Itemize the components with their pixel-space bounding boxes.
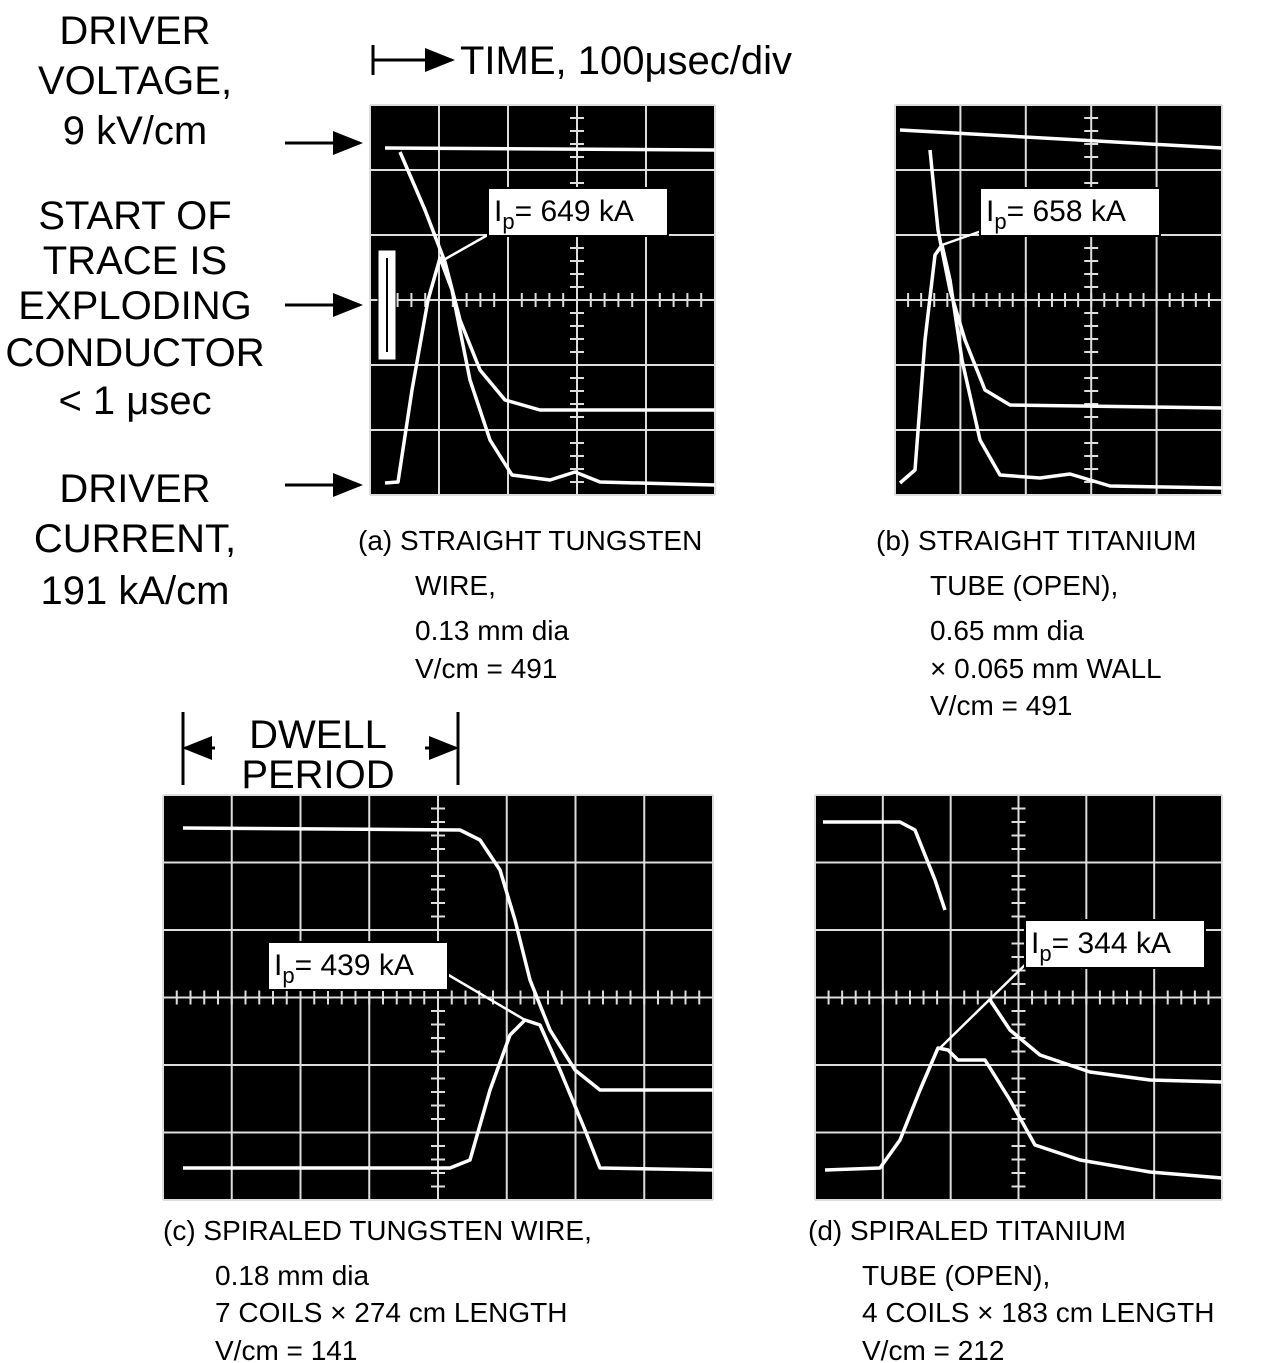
caption: V/cm = 491 (930, 690, 1072, 721)
peak-subscript: p (1039, 941, 1051, 966)
caption: 0.18 mm dia (215, 1260, 369, 1291)
peak-subscript: p (502, 209, 514, 234)
peak-symbol: I (494, 195, 502, 228)
peak-box (487, 187, 669, 237)
side-label: DRIVER (59, 467, 210, 511)
caption: (a) STRAIGHT TUNGSTEN (358, 525, 702, 556)
caption: (b) STRAIGHT TITANIUM (876, 525, 1196, 556)
current-trace (898, 243, 1223, 490)
peak-label: Ip= 344 kA (1031, 927, 1171, 966)
peak-symbol: I (1031, 927, 1039, 960)
dwell-label: PERIOD (241, 753, 394, 797)
peak-value: = 649 kA (515, 195, 634, 228)
voltage-trace (928, 149, 1223, 410)
caption: × 0.065 mm WALL (930, 653, 1162, 684)
side-label: < 1 μsec (58, 379, 211, 423)
caption: V/cm = 141 (215, 1335, 357, 1363)
side-label: CONDUCTOR (5, 331, 264, 375)
peak-box (979, 187, 1161, 237)
caption: 4 COILS × 183 cm LENGTH (862, 1297, 1214, 1328)
side-label: START OF (38, 194, 231, 238)
voltage-trace (384, 146, 716, 152)
side-label: VOLTAGE, (38, 59, 232, 103)
side-label: 9 kV/cm (63, 109, 207, 153)
grids (162, 104, 1223, 1201)
peak-subscript: p (282, 963, 294, 988)
side-label: TRACE IS (43, 239, 227, 283)
voltage-trace (182, 826, 713, 1092)
peak-value: = 344 kA (1052, 927, 1171, 960)
voltage-trace (988, 999, 1223, 1084)
caption: TUBE (OPEN), (862, 1260, 1050, 1291)
time-label: TIME, 100μsec/div (460, 39, 792, 83)
peak-box (267, 941, 449, 991)
side-label: 191 kA/cm (41, 569, 230, 613)
peak-label: Ip= 439 kA (274, 949, 414, 988)
side-label: CURRENT, (34, 517, 236, 561)
caption: TUBE (OPEN), (930, 570, 1118, 601)
voltage-trace (398, 151, 715, 412)
peak-subscript: p (994, 209, 1006, 234)
caption: (d) SPIRALED TITANIUM (808, 1215, 1126, 1246)
annotations: TIME, 100μsec/div DWELL PERIOD (181, 39, 792, 797)
dwell-label: DWELL (249, 713, 387, 757)
caption: 0.13 mm dia (415, 615, 569, 646)
caption: 0.65 mm dia (930, 615, 1084, 646)
caption: 7 COILS × 274 cm LENGTH (215, 1297, 567, 1328)
peak-box (1024, 919, 1206, 969)
side-label: EXPLODING (18, 284, 251, 328)
leader (939, 959, 1031, 1049)
caption: V/cm = 491 (415, 653, 557, 684)
current-trace (384, 256, 716, 487)
peak-symbol: I (274, 949, 282, 982)
caption: WIRE, (415, 570, 496, 601)
leader (439, 968, 526, 1022)
peak-value: = 439 kA (295, 949, 414, 982)
peak-label: Ip= 658 kA (986, 195, 1126, 234)
peak-value: = 658 kA (1007, 195, 1126, 228)
peak-symbol: I (986, 195, 994, 228)
peak-label: Ip= 649 kA (494, 195, 634, 234)
current-trace (824, 1046, 1223, 1180)
voltage-trace (823, 820, 947, 911)
side-label: DRIVER (59, 9, 210, 53)
caption: (c) SPIRALED TUNGSTEN WIRE, (163, 1215, 592, 1246)
voltage-trace (899, 128, 1223, 150)
caption: V/cm = 212 (862, 1335, 1004, 1363)
